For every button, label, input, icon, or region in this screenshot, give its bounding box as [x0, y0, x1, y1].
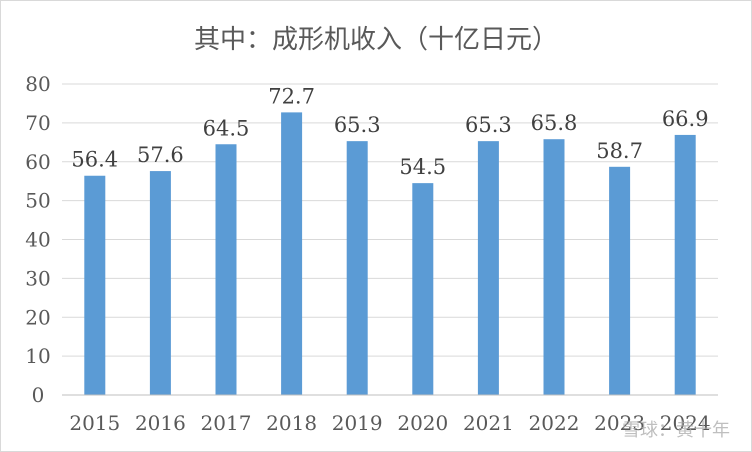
y-tick-label: 40 [25, 228, 50, 252]
bar [215, 144, 237, 395]
y-axis-ticks: 0 10 20 30 40 50 60 70 80 [25, 72, 50, 407]
x-tick-label: 2022 [529, 411, 580, 435]
y-tick-label: 80 [25, 72, 50, 96]
watermark: 雪球：黄十年 [622, 420, 730, 441]
x-axis-ticks: 2015 2016 2017 2018 2019 2020 2021 2022 2023 2024 [69, 411, 710, 435]
data-label: 65.8 [531, 111, 578, 135]
bars [84, 112, 696, 395]
bar [477, 141, 499, 395]
data-label: 72.7 [268, 84, 315, 108]
y-tick-label: 60 [25, 150, 50, 174]
y-tick-label: 30 [25, 266, 50, 290]
x-tick-label: 2023 [594, 411, 645, 435]
data-label: 65.3 [334, 113, 381, 137]
y-tick-label: 20 [25, 305, 50, 329]
y-tick-label: 0 [32, 383, 45, 407]
x-tick-label: 2015 [69, 411, 120, 435]
data-label: 64.5 [203, 116, 250, 140]
x-tick-label: 2017 [201, 411, 252, 435]
y-tick-label: 70 [25, 111, 50, 135]
x-tick-label: 2020 [397, 411, 448, 435]
data-label: 56.4 [71, 148, 118, 172]
data-label: 58.7 [596, 139, 643, 163]
data-label: 65.3 [465, 113, 512, 137]
bar [281, 112, 303, 395]
x-tick-label: 2016 [135, 411, 186, 435]
gridlines [62, 83, 718, 357]
bar [674, 134, 696, 395]
data-label: 66.9 [662, 107, 709, 131]
bar [149, 171, 171, 395]
bar [412, 183, 434, 395]
y-tick-label: 50 [25, 189, 50, 213]
bar [346, 141, 368, 395]
y-tick-label: 10 [25, 344, 50, 368]
x-tick-label: 2024 [660, 411, 711, 435]
chart-title: 其中：成形机收入（十亿日元） [194, 25, 558, 55]
data-label: 54.5 [399, 155, 446, 179]
bar [84, 175, 106, 395]
x-tick-label: 2018 [266, 411, 317, 435]
data-label: 57.6 [137, 143, 184, 167]
bar [609, 166, 631, 395]
x-tick-label: 2021 [463, 411, 514, 435]
data-labels: 56.4 57.6 64.5 72.7 65.3 54.5 65.3 65.8 58.7 66.9 [71, 84, 708, 179]
x-tick-label: 2019 [332, 411, 383, 435]
bar [543, 139, 565, 395]
